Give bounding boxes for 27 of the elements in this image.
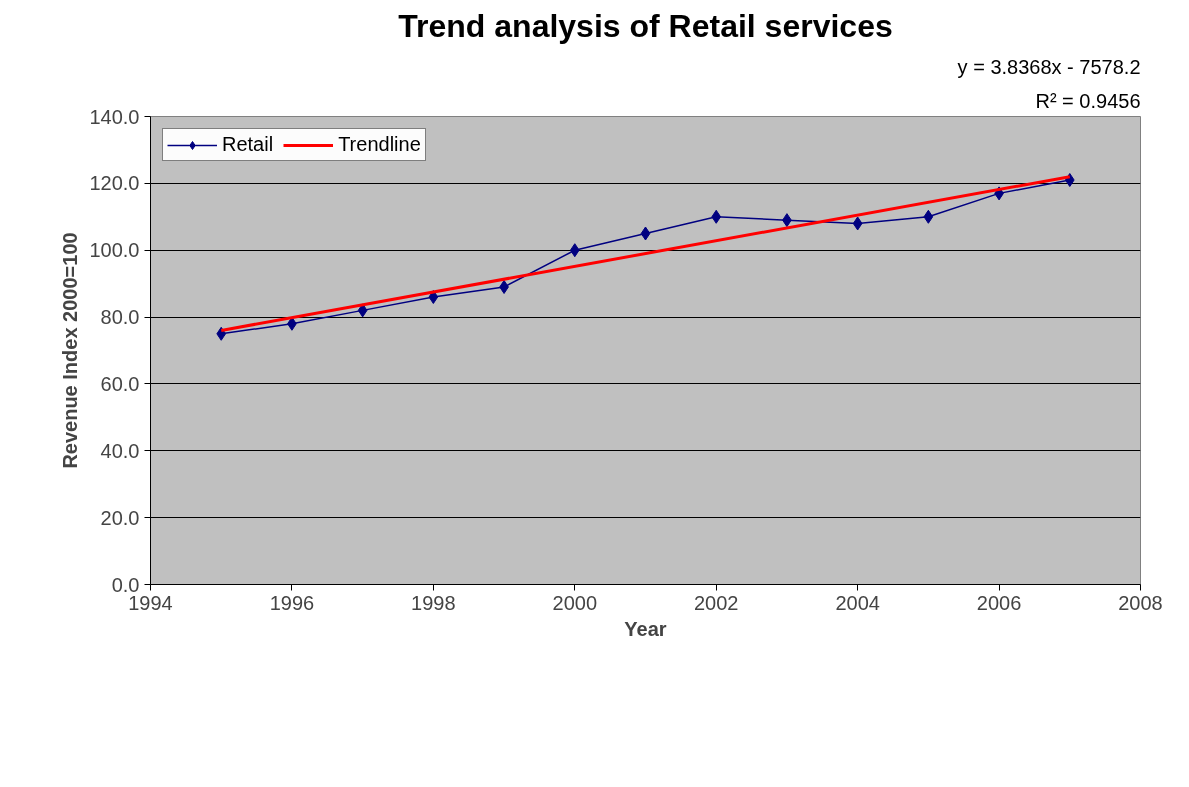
x-tick-label: 2004 (835, 591, 880, 614)
y-tick-label: 40.0 (100, 439, 140, 462)
x-tick-label: 1996 (269, 591, 315, 614)
text: y = 3.8368x - 7578.2 (957, 55, 1141, 78)
legend-label: Retail (222, 133, 274, 156)
legend-label: Trendline (338, 133, 421, 156)
y-axis-title: Revenue Index 2000=100 (59, 232, 82, 469)
text: R² = 0.9456 (1035, 89, 1141, 112)
y-tick-label: 20.0 (100, 506, 140, 529)
x-tick-label: 2002 (693, 591, 739, 614)
point (852, 216, 863, 231)
x-tick-label: 1998 (411, 591, 456, 614)
point (640, 226, 651, 241)
point (711, 209, 722, 224)
x-tick-label: 2008 (1118, 591, 1163, 614)
x-axis-title: Year (624, 617, 667, 640)
y-tick-label: 100.0 (89, 239, 140, 262)
x-tick-label: 2000 (552, 591, 598, 614)
y-tick-label: 60.0 (100, 372, 140, 395)
y-tick-label: 120.0 (89, 172, 140, 195)
y-tick-label: 80.0 (100, 306, 140, 329)
chart-title: Trend analysis of Retail services (398, 7, 893, 44)
point (569, 243, 580, 258)
point (357, 303, 368, 318)
point (923, 209, 934, 224)
x-tick-label: 2006 (976, 591, 1022, 614)
y-tick-label: 140.0 (89, 105, 140, 128)
